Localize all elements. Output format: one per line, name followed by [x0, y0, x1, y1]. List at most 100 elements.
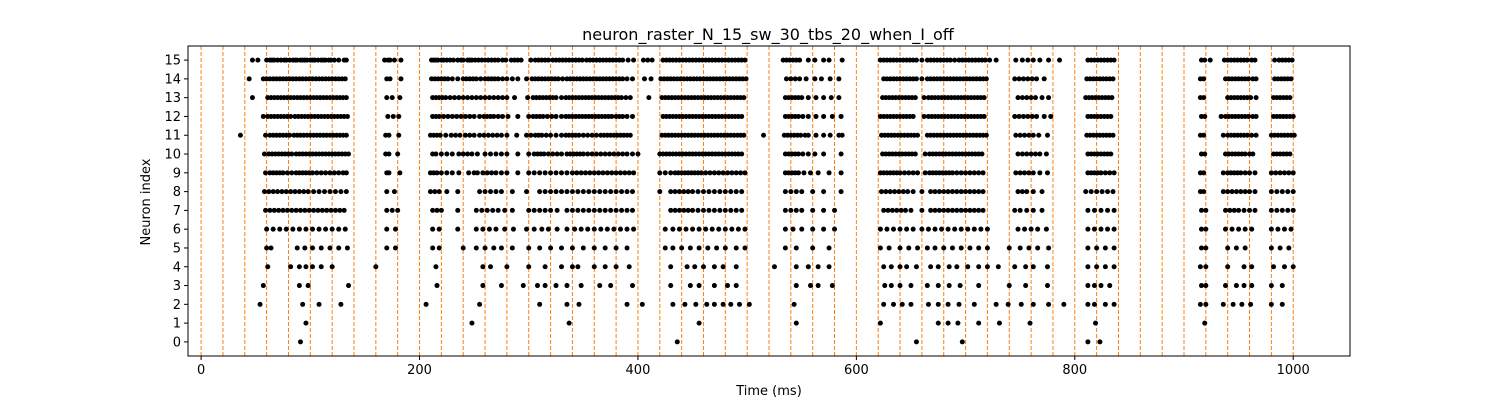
spike-marker: [276, 208, 281, 213]
spike-marker: [836, 76, 841, 81]
spike-marker: [493, 227, 498, 232]
spike-marker: [317, 227, 322, 232]
spike-marker: [985, 245, 990, 250]
spike-marker: [1219, 114, 1224, 119]
spike-marker: [816, 264, 821, 269]
spike-marker: [965, 227, 970, 232]
spike-marker: [947, 264, 952, 269]
spike-marker: [806, 133, 811, 138]
spike-marker: [891, 227, 896, 232]
spike-marker: [537, 245, 542, 250]
spike-marker: [289, 208, 294, 213]
spike-marker: [677, 189, 682, 194]
spike-marker: [799, 208, 804, 213]
spike-marker: [1030, 76, 1035, 81]
spike-marker: [954, 189, 959, 194]
spike-markers: [238, 58, 1297, 345]
spike-marker: [1282, 170, 1287, 175]
spike-marker: [1029, 95, 1034, 100]
spike-marker: [967, 208, 972, 213]
spike-marker: [1012, 264, 1017, 269]
spike-marker: [1225, 245, 1230, 250]
spike-marker: [526, 152, 531, 157]
spike-marker: [1201, 76, 1206, 81]
spike-marker: [469, 95, 474, 100]
spike-marker: [1105, 208, 1110, 213]
spike-marker: [564, 227, 569, 232]
spike-marker: [717, 208, 722, 213]
spike-marker: [725, 170, 730, 175]
y-tick-label: 9: [173, 166, 181, 181]
spike-marker: [819, 76, 824, 81]
spike-marker: [1099, 208, 1104, 213]
spike-marker: [816, 170, 821, 175]
spike-marker: [723, 227, 728, 232]
spike-marker: [396, 114, 401, 119]
spike-marker: [554, 133, 559, 138]
spike-marker: [1094, 189, 1099, 194]
spike-marker: [386, 152, 391, 157]
spike-marker: [663, 245, 668, 250]
spike-marker: [1026, 170, 1031, 175]
spike-marker: [581, 245, 586, 250]
spike-marker: [978, 227, 983, 232]
spike-marker: [1097, 339, 1102, 344]
spike-marker: [581, 189, 586, 194]
spike-marker: [1238, 189, 1243, 194]
spike-marker: [1234, 245, 1239, 250]
spike-marker: [1016, 189, 1021, 194]
spike-marker: [428, 189, 433, 194]
spike-marker: [625, 227, 630, 232]
spike-marker: [889, 264, 894, 269]
spike-marker: [247, 76, 252, 81]
spike-marker: [493, 152, 498, 157]
spike-marker: [821, 189, 826, 194]
spike-marker: [1199, 283, 1204, 288]
spike-marker: [332, 170, 337, 175]
spike-marker: [723, 245, 728, 250]
spike-marker: [840, 133, 845, 138]
spike-marker: [696, 189, 701, 194]
spike-marker: [603, 208, 608, 213]
spike-marker: [976, 264, 981, 269]
spike-marker: [1112, 302, 1117, 307]
y-tick-label: 13: [164, 91, 181, 106]
spike-marker: [493, 189, 498, 194]
spike-marker: [336, 245, 341, 250]
spike-marker: [290, 227, 295, 232]
spike-marker: [1016, 95, 1021, 100]
spike-marker: [1112, 58, 1117, 63]
spike-marker: [963, 170, 968, 175]
spike-marker: [461, 152, 466, 157]
spike-marker: [450, 114, 455, 119]
spike-marker: [250, 58, 255, 63]
spike-marker: [976, 283, 981, 288]
spike-marker: [344, 95, 349, 100]
spike-marker: [697, 227, 702, 232]
spike-marker: [603, 245, 608, 250]
spike-marker: [281, 208, 286, 213]
spike-marker: [454, 114, 459, 119]
spike-marker: [303, 321, 308, 326]
spike-marker: [293, 189, 298, 194]
spike-marker: [488, 189, 493, 194]
spike-marker: [967, 189, 972, 194]
spike-marker: [816, 283, 821, 288]
spike-marker: [1247, 208, 1252, 213]
spike-marker: [337, 208, 342, 213]
spike-marker: [1269, 245, 1274, 250]
spike-marker: [878, 321, 883, 326]
spike-marker: [445, 114, 450, 119]
spike-marker: [1252, 170, 1257, 175]
spike-marker: [734, 245, 739, 250]
spike-marker: [903, 208, 908, 213]
spike-marker: [696, 208, 701, 213]
spike-marker: [1223, 227, 1228, 232]
spike-marker: [500, 95, 505, 100]
spike-marker: [982, 95, 987, 100]
spike-marker: [1007, 245, 1012, 250]
spike-marker: [388, 58, 393, 63]
spike-marker: [1221, 189, 1226, 194]
spike-marker: [616, 152, 621, 157]
spike-marker: [443, 95, 448, 100]
